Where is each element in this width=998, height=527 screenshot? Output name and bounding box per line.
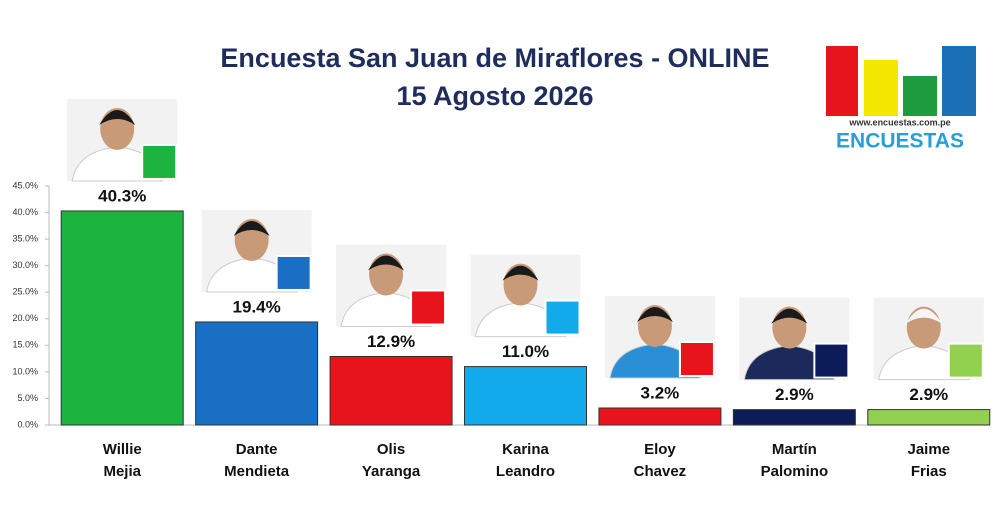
value-label: 19.4%: [233, 297, 281, 316]
x-tick-label: Olis: [377, 441, 405, 458]
x-tick-label: Karina: [502, 441, 549, 458]
bar: [598, 407, 722, 426]
logo: www.encuestas.com.pe ENCUESTAS: [826, 46, 976, 153]
bar: [195, 321, 319, 426]
bar: [867, 409, 991, 426]
y-tick-label: 25.0%: [12, 287, 38, 297]
value-label: 2.9%: [775, 385, 814, 404]
logo-name: ENCUESTAS: [836, 130, 964, 153]
logo-url: www.encuestas.com.pe: [848, 117, 950, 127]
y-tick-label: 10.0%: [12, 366, 38, 376]
y-tick-label: 45.0%: [12, 180, 38, 190]
bar: [329, 355, 453, 426]
x-tick-label: Chavez: [634, 463, 687, 480]
value-label: 3.2%: [641, 383, 680, 402]
party-logo: [947, 342, 984, 379]
bar: [732, 409, 856, 426]
y-tick-label: 35.0%: [12, 233, 38, 243]
x-tick-label: Jaime: [908, 441, 951, 458]
photo-hair: [905, 308, 942, 324]
party-logo: [275, 254, 312, 291]
logo-bar: [864, 60, 898, 116]
value-label: 12.9%: [367, 332, 415, 351]
logo-bar: [942, 46, 976, 116]
party-logo: [813, 342, 850, 379]
party-logo: [141, 143, 178, 180]
photo-hair: [99, 109, 136, 125]
bar: [60, 210, 184, 426]
y-tick-label: 30.0%: [12, 260, 38, 270]
photo-hair: [368, 255, 405, 271]
x-tick-label: Yaranga: [362, 463, 421, 480]
x-tick-label: Willie: [103, 441, 142, 458]
party-logo: [544, 299, 581, 336]
party-logo: [678, 341, 715, 378]
y-tick-label: 0.0%: [17, 419, 38, 429]
value-label: 11.0%: [502, 342, 549, 361]
photo-hair: [502, 265, 539, 281]
photo-hair: [636, 307, 673, 323]
x-tick-label: Mejia: [103, 463, 141, 480]
y-tick-label: 15.0%: [12, 340, 38, 350]
x-tick-label: Eloy: [644, 441, 676, 458]
party-logo: [410, 289, 447, 326]
y-tick-label: 20.0%: [12, 313, 38, 323]
x-tick-label: Frias: [911, 463, 947, 480]
x-tick-label: Palomino: [761, 463, 829, 480]
x-tick-label: Leandro: [496, 463, 555, 480]
chart-subtitle: 15 Agosto 2026: [396, 81, 593, 111]
logo-bar: [903, 76, 937, 116]
x-tick-label: Martín: [772, 441, 817, 458]
value-label: 40.3%: [98, 186, 146, 205]
value-label: 2.9%: [909, 385, 948, 404]
y-tick-label: 5.0%: [17, 393, 38, 403]
x-tick-label: Dante: [236, 441, 278, 458]
x-tick-label: Mendieta: [224, 463, 290, 480]
logo-bar: [826, 46, 858, 116]
bar: [464, 366, 587, 426]
chart-title: Encuesta San Juan de Miraflores - ONLINE: [220, 43, 769, 73]
photo-hair: [771, 308, 808, 324]
photo-hair: [233, 220, 270, 236]
y-tick-label: 40.0%: [12, 207, 38, 217]
